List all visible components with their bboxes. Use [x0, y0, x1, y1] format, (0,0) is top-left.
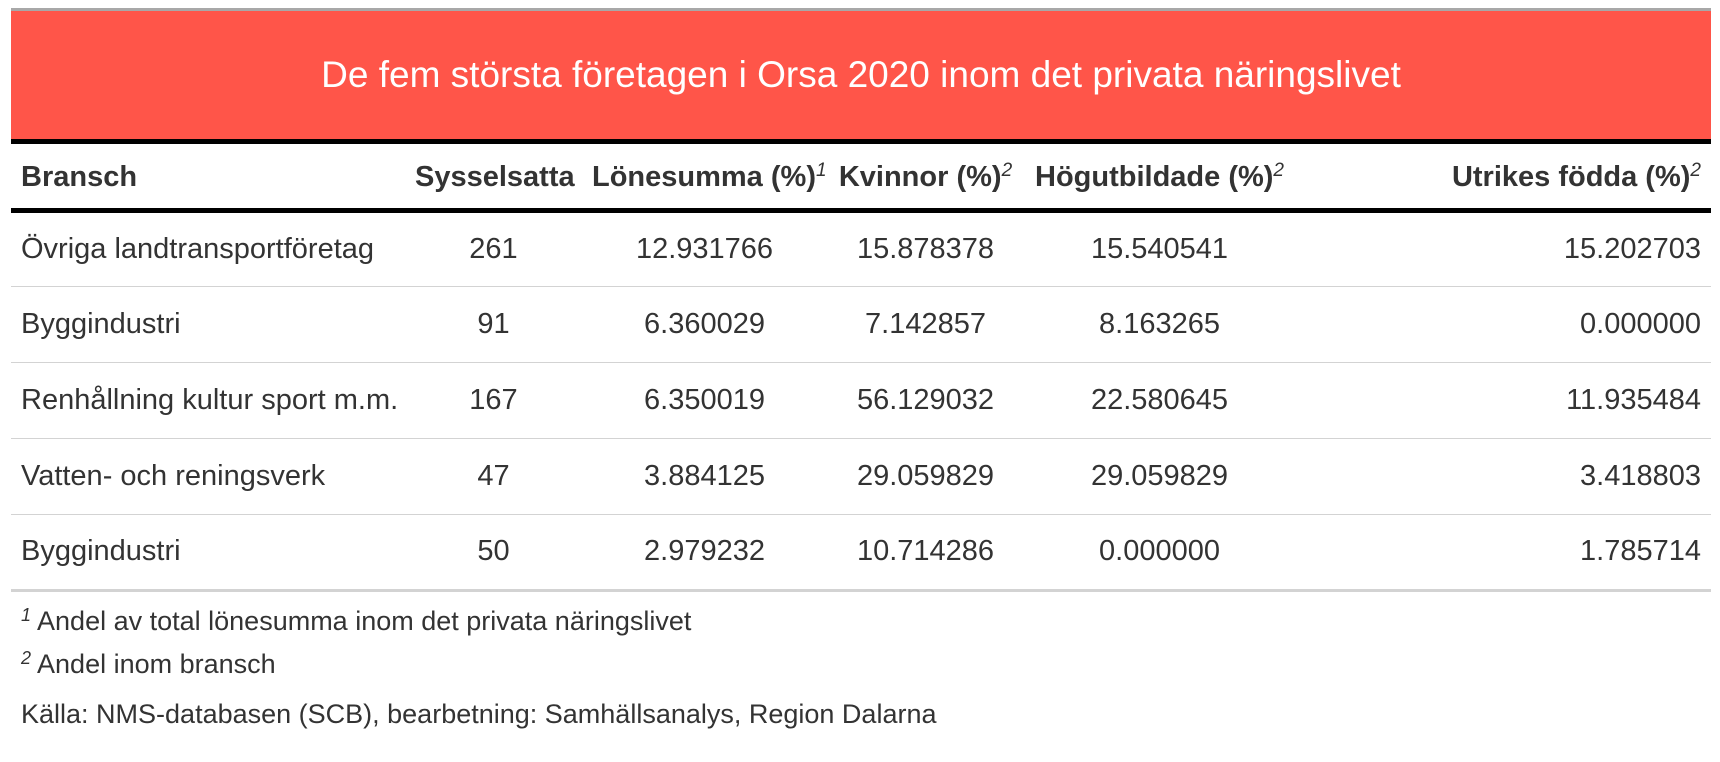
- data-table: Bransch Sysselsatta Lönesumma (%)1 Kvinn…: [11, 144, 1711, 592]
- footnote-text: Andel av total lönesumma inom det privat…: [37, 605, 692, 636]
- cell-kvinnor: 10.714286: [827, 514, 1024, 592]
- column-header-kvinnor: Kvinnor (%)2: [827, 144, 1024, 213]
- cell-sysselsatta: 91: [405, 286, 582, 363]
- cell-lonesumma: 6.360029: [582, 286, 827, 363]
- cell-utrikes-fodda: 11.935484: [1295, 362, 1711, 439]
- table-row: Byggindustri 91 6.360029 7.142857 8.1632…: [11, 286, 1711, 363]
- cell-lonesumma: 3.884125: [582, 438, 827, 515]
- cell-sysselsatta: 261: [405, 210, 582, 287]
- cell-kvinnor: 29.059829: [827, 438, 1024, 515]
- source-note: Källa: NMS-databasen (SCB), bearbetning:…: [21, 698, 937, 729]
- footnote-mark: 1: [815, 160, 827, 182]
- table-title: De fem största företagen i Orsa 2020 ino…: [321, 54, 1401, 95]
- table-row: Renhållning kultur sport m.m. 167 6.3500…: [11, 362, 1711, 439]
- footnote-1: 1 Andel av total lönesumma inom det priv…: [11, 600, 1711, 643]
- table-header: Bransch Sysselsatta Lönesumma (%)1 Kvinn…: [11, 144, 1711, 213]
- cell-utrikes-fodda: 1.785714: [1295, 514, 1711, 592]
- table-row: Övriga landtransportföretag 261 12.93176…: [11, 210, 1711, 287]
- cell-hogutbildade: 29.059829: [1024, 438, 1295, 515]
- footnote-mark: 2: [1690, 160, 1701, 182]
- footnote-mark: 2: [21, 647, 32, 668]
- cell-sysselsatta: 50: [405, 514, 582, 592]
- cell-lonesumma: 12.931766: [582, 210, 827, 287]
- cell-kvinnor: 15.878378: [827, 210, 1024, 287]
- footnotes: 1 Andel av total lönesumma inom det priv…: [11, 600, 1711, 686]
- footnote-mark: 2: [1001, 160, 1013, 182]
- cell-bransch: Byggindustri: [11, 286, 405, 363]
- cell-utrikes-fodda: 0.000000: [1295, 286, 1711, 363]
- table-row: Byggindustri 50 2.979232 10.714286 0.000…: [11, 514, 1711, 592]
- cell-utrikes-fodda: 15.202703: [1295, 210, 1711, 287]
- cell-hogutbildade: 22.580645: [1024, 362, 1295, 439]
- footnote-2: 2 Andel inom bransch: [11, 643, 1711, 686]
- column-header-bransch: Bransch: [11, 144, 405, 213]
- column-header-utrikes-fodda: Utrikes födda (%)2: [1295, 144, 1711, 213]
- table-row: Vatten- och reningsverk 47 3.884125 29.0…: [11, 438, 1711, 515]
- cell-lonesumma: 2.979232: [582, 514, 827, 592]
- cell-hogutbildade: 8.163265: [1024, 286, 1295, 363]
- cell-hogutbildade: 15.540541: [1024, 210, 1295, 287]
- cell-kvinnor: 7.142857: [827, 286, 1024, 363]
- cell-lonesumma: 6.350019: [582, 362, 827, 439]
- cell-bransch: Vatten- och reningsverk: [11, 438, 405, 515]
- table-title-bar: De fem största företagen i Orsa 2020 ino…: [11, 8, 1711, 144]
- column-header-sysselsatta: Sysselsatta: [405, 144, 582, 213]
- column-header-lonesumma: Lönesumma (%)1: [582, 144, 827, 213]
- cell-bransch: Byggindustri: [11, 514, 405, 592]
- cell-sysselsatta: 47: [405, 438, 582, 515]
- cell-bransch: Renhållning kultur sport m.m.: [11, 362, 405, 439]
- footnote-mark: 2: [1273, 160, 1284, 182]
- cell-kvinnor: 56.129032: [827, 362, 1024, 439]
- footnote-text: Andel inom bransch: [37, 648, 276, 679]
- column-header-hogutbildade: Högutbildade (%)2: [1024, 144, 1295, 213]
- table-body: Övriga landtransportföretag 261 12.93176…: [11, 210, 1711, 592]
- header-row: Bransch Sysselsatta Lönesumma (%)1 Kvinn…: [11, 144, 1711, 213]
- cell-hogutbildade: 0.000000: [1024, 514, 1295, 592]
- footnote-mark: 1: [21, 604, 32, 625]
- cell-utrikes-fodda: 3.418803: [1295, 438, 1711, 515]
- cell-sysselsatta: 167: [405, 362, 582, 439]
- table-container: De fem största företagen i Orsa 2020 ino…: [11, 8, 1711, 736]
- cell-bransch: Övriga landtransportföretag: [11, 210, 405, 287]
